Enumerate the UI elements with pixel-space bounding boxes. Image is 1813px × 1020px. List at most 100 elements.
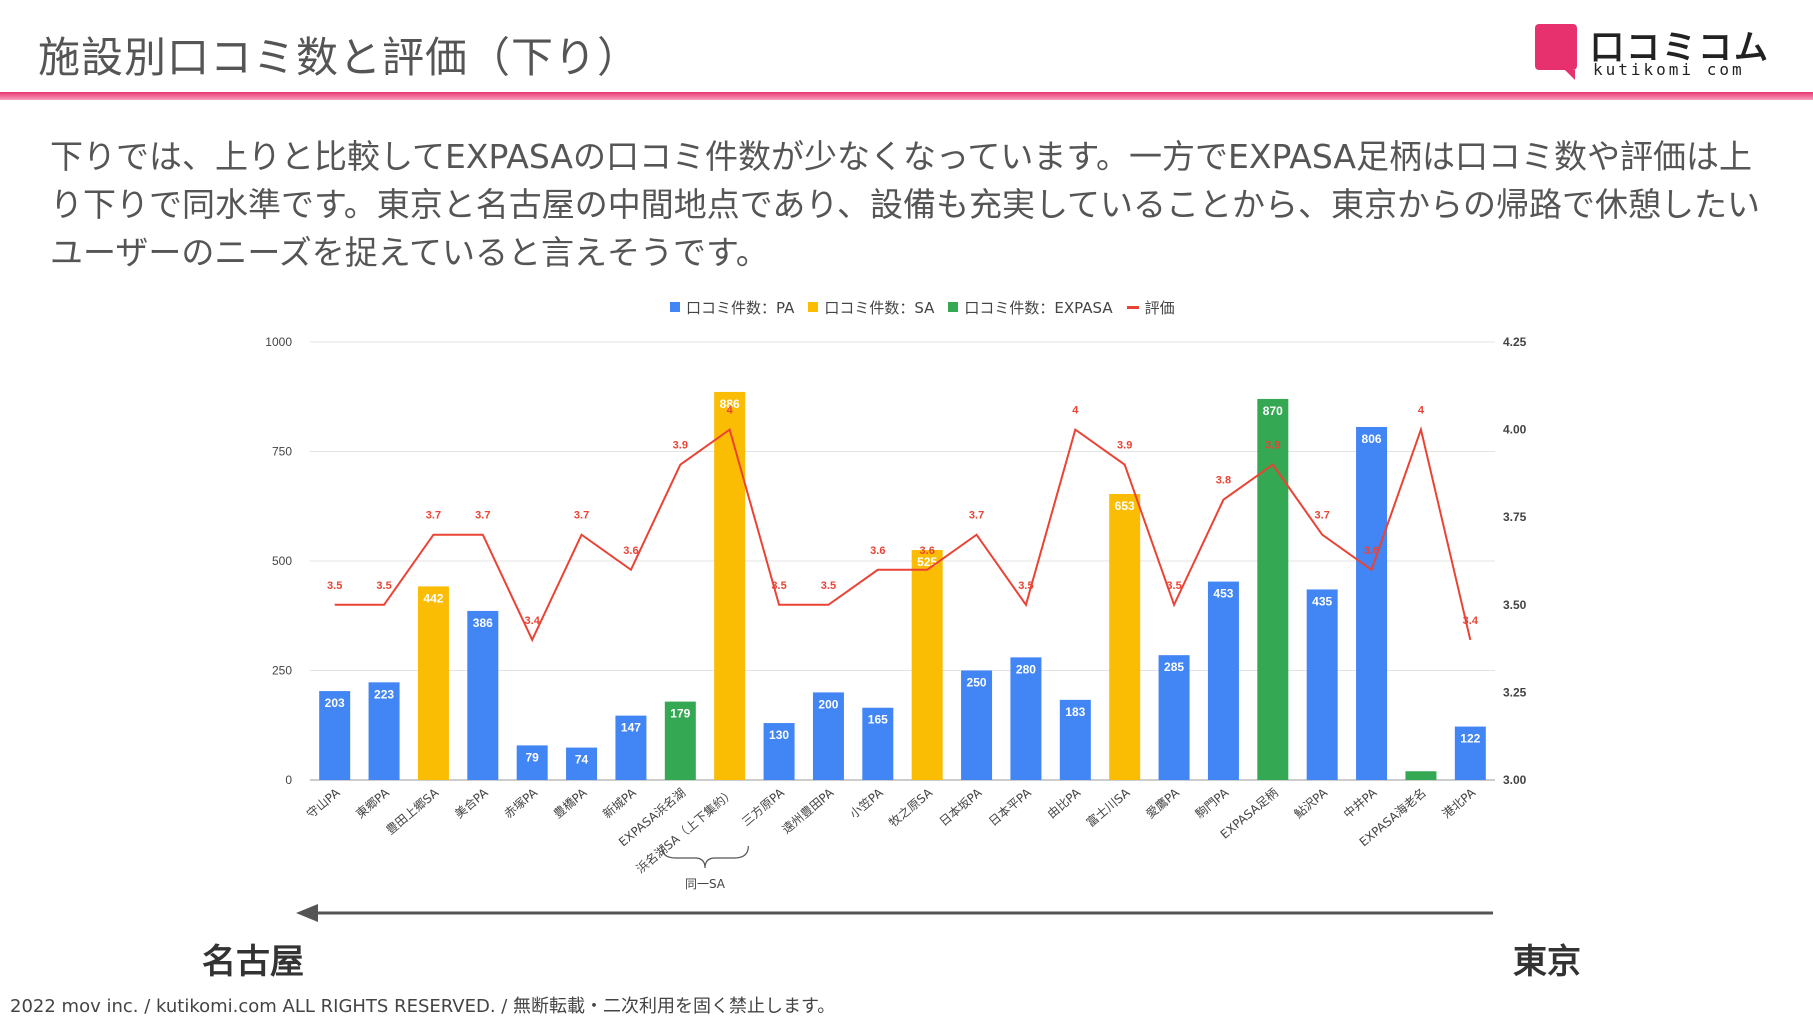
bar-value-label: 285 bbox=[1164, 660, 1184, 674]
bar bbox=[1306, 589, 1338, 780]
rating-value-label: 3.4 bbox=[525, 615, 541, 627]
bar bbox=[1454, 726, 1486, 780]
bar bbox=[368, 682, 400, 780]
bar-value-label: 200 bbox=[818, 697, 838, 711]
legend-swatch bbox=[1126, 305, 1139, 309]
rating-value-label: 3.7 bbox=[426, 510, 441, 522]
bar-value-label: 806 bbox=[1362, 432, 1382, 446]
legend-item-2: 口コミ件数：EXPASA bbox=[948, 297, 1113, 318]
header: 施設別口コミ数と評価（下り） 口コミコム kutikomi com bbox=[0, 0, 1813, 100]
rating-value-label: 4 bbox=[1072, 405, 1079, 417]
bar-value-label: 525 bbox=[917, 555, 937, 569]
bar bbox=[1257, 398, 1289, 780]
bar bbox=[714, 391, 746, 780]
rating-value-label: 3.5 bbox=[1018, 580, 1033, 592]
y-tick-right: 3.75 bbox=[1503, 510, 1527, 524]
y-tick-right: 3.50 bbox=[1503, 598, 1527, 612]
chart-legend: 口コミ件数：PA 口コミ件数：SA 口コミ件数：EXPASA 評価 bbox=[670, 295, 1230, 319]
rating-value-label: 3.5 bbox=[771, 580, 786, 592]
rating-value-label: 3.5 bbox=[376, 580, 391, 592]
rating-value-label: 3.7 bbox=[969, 510, 984, 522]
rating-value-label: 4 bbox=[727, 405, 734, 417]
city-label-tokyo: 東京 bbox=[1513, 942, 1581, 982]
x-tick-label: 由比PA bbox=[1045, 785, 1084, 821]
x-tick-label: 愛鷹PA bbox=[1143, 784, 1183, 821]
rating-value-label: 3.6 bbox=[920, 545, 935, 557]
page-title: 施設別口コミ数と評価（下り） bbox=[38, 33, 641, 82]
legend-label: 口コミ件数：EXPASA bbox=[964, 298, 1113, 317]
bar-value-label: 280 bbox=[1016, 662, 1036, 676]
y-tick-left: 750 bbox=[272, 445, 292, 459]
bar bbox=[1158, 655, 1190, 780]
x-tick-label: 牧之原SA bbox=[886, 785, 935, 830]
y-tick-left: 500 bbox=[272, 554, 292, 568]
x-tick-label: 日本坂PA bbox=[937, 785, 985, 829]
rating-value-label: 3.9 bbox=[1117, 440, 1132, 452]
direction-arrowhead-icon bbox=[296, 904, 318, 922]
bar-value-label: 122 bbox=[1460, 732, 1480, 746]
x-tick-label: 守山PA bbox=[304, 785, 343, 821]
bar-value-label: 653 bbox=[1115, 499, 1135, 513]
bar bbox=[467, 610, 499, 780]
legend-item-0: 口コミ件数：PA bbox=[670, 297, 794, 318]
bar bbox=[961, 670, 993, 780]
bar bbox=[566, 747, 598, 780]
rating-value-label: 3.9 bbox=[673, 440, 688, 452]
lead-paragraph: 下りでは、上りと比較してEXPASAの口コミ件数が少なくなっています。一方でEX… bbox=[50, 137, 1761, 272]
city-label-nagoya: 名古屋 bbox=[202, 942, 304, 982]
bar-value-label: 886 bbox=[720, 397, 740, 411]
review-chart: 0 250 500 750 1000 3.00 3.25 3.50 3.75 4.00 4.25 20… bbox=[265, 335, 1527, 922]
bar-value-label: 130 bbox=[769, 728, 789, 742]
bar-value-label: 147 bbox=[621, 721, 641, 735]
x-tick-label: 豊橋PA bbox=[551, 785, 590, 821]
same-sa-brace bbox=[661, 845, 749, 869]
bar bbox=[1010, 657, 1042, 780]
y-tick-right: 3.00 bbox=[1503, 773, 1527, 787]
y-tick-left: 1000 bbox=[265, 335, 292, 349]
x-tick-label: 三方原PA bbox=[739, 784, 788, 829]
rating-value-label: 3.4 bbox=[1463, 615, 1479, 627]
legend-swatch bbox=[948, 302, 959, 312]
rating-value-label: 3.7 bbox=[1315, 510, 1330, 522]
bar-value-label: 183 bbox=[1065, 705, 1085, 719]
x-tick-label: 赤塚PA bbox=[501, 785, 540, 821]
bar-value-label: 870 bbox=[1263, 404, 1283, 418]
rating-value-label: 3.6 bbox=[870, 545, 885, 557]
legend-label: 口コミ件数：PA bbox=[686, 298, 795, 317]
x-tick-label: 駒門PA bbox=[1193, 785, 1232, 821]
y-tick-right: 3.25 bbox=[1503, 685, 1527, 699]
bar bbox=[1356, 426, 1388, 780]
bar-value-label: 453 bbox=[1213, 587, 1233, 601]
y-tick-right: 4.25 bbox=[1503, 335, 1527, 349]
rating-line bbox=[334, 426, 1472, 643]
x-tick-label: 港北PA bbox=[1440, 785, 1479, 821]
x-tick-label: 小笠PA bbox=[846, 784, 886, 821]
y-tick-left: 250 bbox=[272, 664, 292, 678]
y-tick-right: 4.00 bbox=[1503, 423, 1527, 437]
x-tick-label: 日本平PA bbox=[986, 785, 1034, 829]
bar bbox=[664, 701, 696, 780]
rating-value-label: 3.6 bbox=[623, 545, 638, 557]
rating-value-label: 3.5 bbox=[1166, 580, 1181, 592]
bar bbox=[615, 715, 647, 780]
bar-value-label: 79 bbox=[526, 750, 540, 764]
bar bbox=[1207, 581, 1239, 780]
rating-value-label: 3.9 bbox=[1265, 440, 1280, 452]
legend-label: 評価 bbox=[1144, 298, 1175, 317]
bar-value-label: 435 bbox=[1312, 594, 1332, 608]
bar bbox=[1405, 771, 1437, 780]
rating-value-label: 4 bbox=[1418, 405, 1425, 417]
legend-swatch bbox=[670, 302, 680, 312]
x-tick-label: 遠州豊田PA bbox=[779, 785, 837, 837]
bar bbox=[862, 707, 894, 780]
rating-value-label: 3.7 bbox=[475, 510, 490, 522]
x-tick-label: 東郷PA bbox=[353, 785, 392, 821]
bar-value-label: 223 bbox=[374, 687, 394, 701]
logo: 口コミコム kutikomi com bbox=[1535, 20, 1805, 80]
bar bbox=[1059, 699, 1091, 780]
logo-text: 口コミコム bbox=[1590, 28, 1770, 68]
rating-value-label: 3.5 bbox=[327, 580, 342, 592]
x-tick-label: 豊田上郷SA bbox=[383, 785, 442, 837]
logo-subtext: kutikomi com bbox=[1593, 60, 1745, 79]
bar-value-label: 74 bbox=[575, 753, 589, 767]
